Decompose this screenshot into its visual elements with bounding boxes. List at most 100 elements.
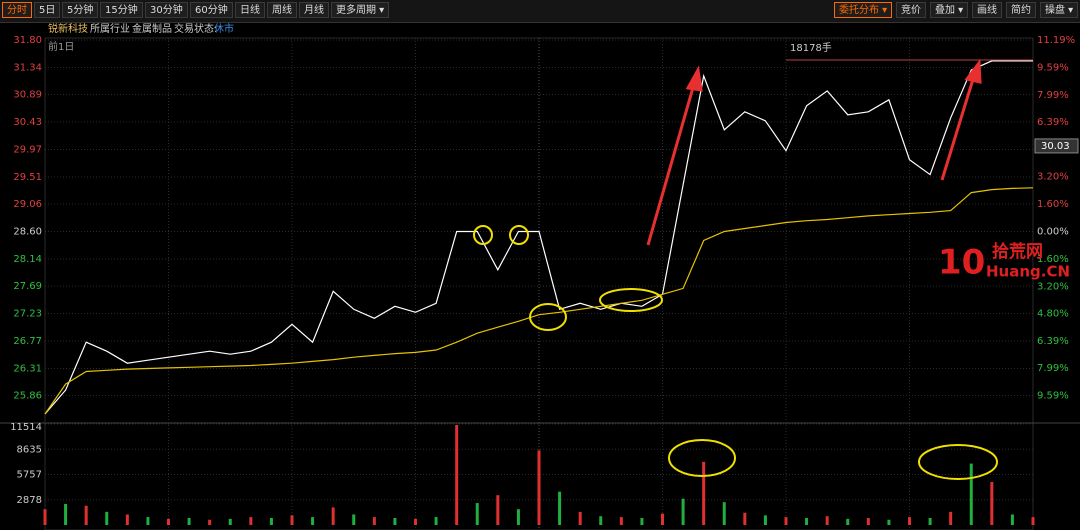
y2-tick-label: 6.39%: [1037, 117, 1069, 128]
volume-bar: [578, 511, 582, 525]
y2-tick-label: 3.20%: [1037, 172, 1069, 183]
toolbar-button[interactable]: 15分钟: [100, 2, 143, 18]
volume-bar: [167, 518, 170, 525]
y-tick-label: 28.60: [13, 227, 42, 238]
plot: 31.80 31.34 30.89 30.43 29.97 29.51 29.06 28.60…: [10, 35, 1079, 530]
arrows: [646, 58, 982, 246]
volume-bar: [661, 513, 664, 525]
y2-tick-label: 11.19%: [1037, 35, 1075, 46]
volume-bar: [866, 517, 870, 525]
volume-bar: [619, 517, 623, 525]
volume-bar: [475, 503, 479, 525]
info-bar: 锐新科技 所属行业 金属制品 交易状态: 休市: [0, 22, 1080, 38]
volume-bar: [125, 514, 129, 525]
volume-bar: [146, 517, 150, 525]
watermark-text: Huang.CN: [986, 263, 1070, 281]
status-label: 交易状态:: [174, 24, 218, 35]
y2-tick-label: 0.00%: [1037, 227, 1069, 238]
arrow-head: [685, 65, 703, 92]
highlight: [668, 439, 736, 477]
annotation: 18178手: [790, 41, 832, 54]
toolbar-button[interactable]: 更多周期 ▾: [331, 2, 390, 18]
y2-tick-label: 1.60%: [1037, 199, 1069, 210]
volume-bar: [516, 509, 520, 525]
highlight: [918, 444, 998, 480]
toolbar-button[interactable]: 周线: [267, 2, 297, 18]
toolbar: 分时 5日 5分钟 15分钟 30分钟 60分钟 日线 周线 月线 更多周期 ▾ 操盘 ▾ 简约 画线叠…: [0, 0, 1080, 23]
y-tick-label: 31.80: [13, 35, 42, 46]
price-tag-box: [1034, 138, 1079, 154]
volume-bar: [393, 517, 397, 525]
volume-bar: [208, 519, 212, 525]
arrow: [940, 75, 976, 181]
volume-bar: [763, 515, 767, 525]
volume-bar: [311, 517, 315, 525]
y2-tick-label: 3.20%: [1037, 281, 1069, 292]
toolbar-button[interactable]: 5分钟: [62, 2, 99, 18]
price-tag: 30.03: [1041, 141, 1070, 152]
volume-tick-label: 2878: [17, 495, 42, 506]
y-tick-label: 25.86: [13, 390, 42, 401]
y-tick-label: 28.14: [13, 254, 42, 265]
y-tick-label: 30.43: [13, 117, 42, 128]
highlight: [599, 288, 663, 312]
volume-bar: [434, 517, 438, 525]
toolbar-button[interactable]: 简约: [1006, 2, 1036, 18]
toolbar-button[interactable]: 5日: [34, 2, 61, 18]
watermark-logo: 10: [938, 243, 985, 283]
volume-bar: [64, 503, 68, 525]
y2-tick-label: 6.39%: [1037, 336, 1069, 347]
volume-bar: [537, 450, 541, 525]
volume-tick-label: 8635: [17, 444, 42, 455]
volume-bar: [702, 461, 706, 525]
toolbar-button[interactable]: 60分钟: [190, 2, 233, 18]
watermark-text: 拾荒网: [992, 241, 1043, 262]
subtitle: 前1日: [48, 40, 74, 53]
y2-tick-label: 4.80%: [1037, 309, 1069, 320]
volume-bar: [352, 514, 356, 525]
toolbar-button[interactable]: 叠加 ▾: [930, 2, 969, 18]
volume-bar: [784, 517, 788, 525]
volume-bar: [105, 511, 109, 525]
toolbar-button[interactable]: 月线: [299, 2, 329, 18]
volume-bar: [928, 517, 932, 525]
toolbar-button[interactable]: 日线: [235, 2, 265, 18]
highlight: [473, 225, 493, 245]
volume-bar: [846, 518, 850, 525]
y-tick-label: 29.97: [13, 145, 42, 156]
y2-tick-label: 7.99%: [1037, 90, 1069, 101]
price-line: [44, 60, 1033, 415]
volume-bar: [887, 519, 891, 525]
volume-bar: [990, 482, 994, 525]
y2-tick-label: 9.59%: [1037, 62, 1069, 73]
toolbar-button[interactable]: 画线: [972, 2, 1002, 18]
highlight: [509, 225, 529, 245]
y-tick-label: 27.23: [13, 308, 42, 319]
highlight: [529, 303, 567, 331]
volume-bar: [84, 505, 88, 525]
toolbar-button[interactable]: 分时: [2, 2, 32, 18]
volume-bar: [455, 425, 459, 525]
y-tick-label: 29.51: [13, 172, 42, 183]
status: 休市: [214, 24, 234, 35]
volume-bar: [372, 517, 376, 525]
volume-bar: [558, 491, 562, 525]
volume-bar: [187, 517, 191, 525]
volume-tick-label: 11514: [10, 422, 42, 433]
toolbar-button[interactable]: 委托分布 ▾: [834, 2, 893, 18]
arrow-head: [964, 58, 982, 84]
toolbar-button[interactable]: 竞价: [896, 2, 926, 18]
toolbar-button[interactable]: 30分钟: [145, 2, 188, 18]
volume-bar: [722, 502, 726, 525]
volume-bar: [43, 509, 47, 525]
volume-bar: [290, 515, 294, 525]
volume-bar: [1010, 514, 1014, 525]
stock-name: 锐新科技: [48, 24, 88, 35]
price-line: [44, 187, 1034, 415]
y-tick-label: 26.77: [13, 336, 42, 347]
y-tick-label: 27.69: [13, 281, 42, 292]
volume-bar: [681, 498, 685, 525]
industry: 金属制品: [132, 24, 172, 35]
toolbar-button[interactable]: 操盘 ▾: [1040, 2, 1079, 18]
volume-bar: [496, 495, 500, 525]
